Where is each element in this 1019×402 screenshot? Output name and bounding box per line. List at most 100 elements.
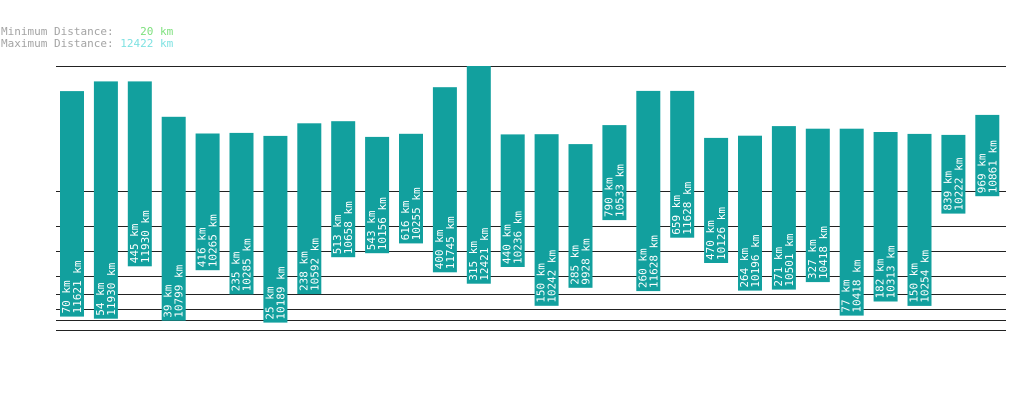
bar xyxy=(93,81,118,319)
bar-max-label: 10285 km xyxy=(241,238,254,291)
bar-min-label: 839 km xyxy=(941,170,954,210)
bar-min-label: 440 km xyxy=(501,224,514,264)
bar-min-label: 260 km xyxy=(636,248,649,288)
bar-min-label: 150 km xyxy=(908,263,921,303)
bar-max-label: 10501 km xyxy=(783,233,796,286)
bar-max-label: 10418 km xyxy=(851,259,864,312)
bar xyxy=(263,135,288,323)
bar xyxy=(670,90,695,238)
bar-min-label: 235 km xyxy=(230,251,243,291)
bar-max-label: 11621 km xyxy=(71,260,84,313)
bar xyxy=(636,90,661,292)
bar-min-label: 470 km xyxy=(704,220,717,260)
bar-max-label: 10242 km xyxy=(546,249,559,302)
bar xyxy=(195,133,220,271)
max-distance-label: Maximum Distance: xyxy=(1,37,114,50)
bar-min-label: 616 km xyxy=(399,200,412,240)
bar xyxy=(738,135,762,291)
bar xyxy=(331,121,356,258)
bar-max-label: 11930 km xyxy=(139,210,152,263)
bar xyxy=(432,87,457,273)
bar xyxy=(500,134,525,267)
distance-summary: Minimum Distance: 20 km Maximum Distance:… xyxy=(1,26,173,50)
bar-max-label: 10861 km xyxy=(986,140,999,193)
bar-min-label: 271 km xyxy=(772,246,785,286)
bar-min-label: 54 km xyxy=(94,282,107,315)
bar-max-label: 10236 km xyxy=(512,211,525,264)
bar-max-label: 11745 km xyxy=(444,216,457,269)
bar xyxy=(941,134,966,214)
bar-min-label: 182 km xyxy=(874,258,887,298)
bar xyxy=(161,116,186,321)
bar-max-label: 12421 km xyxy=(478,227,491,280)
bar-max-label: 10265 km xyxy=(207,214,220,267)
bar-max-label: 10254 km xyxy=(919,249,932,302)
bar-min-label: 285 km xyxy=(569,245,582,285)
min-distance-value: 20 km xyxy=(140,25,174,38)
bar-max-label: 11628 km xyxy=(647,235,660,288)
bar xyxy=(365,136,390,254)
bar-min-label: 543 km xyxy=(365,210,378,250)
bar xyxy=(839,128,864,316)
bar-max-label: 10156 km xyxy=(376,197,389,250)
bar-max-label: 10196 km xyxy=(749,234,762,287)
max-distance-row: Maximum Distance: 12422 km xyxy=(1,38,173,50)
min-distance-row: Minimum Distance: 20 km xyxy=(1,26,173,38)
bar xyxy=(907,133,932,306)
bar xyxy=(534,134,559,306)
bar-min-label: 238 km xyxy=(297,251,310,291)
max-distance-value: 12422 km xyxy=(120,37,174,50)
bar-min-label: 659 km xyxy=(670,195,683,235)
bar xyxy=(229,132,254,295)
bar-max-label: 9928 km xyxy=(580,238,593,285)
bar-min-label: 969 km xyxy=(975,153,988,193)
bar-max-label: 10592 km xyxy=(308,238,321,291)
bar xyxy=(704,137,729,263)
bar xyxy=(805,128,830,283)
bar xyxy=(297,123,322,295)
bar-max-label: 10799 km xyxy=(173,264,186,317)
bar-min-label: 513 km xyxy=(331,214,344,254)
bar-min-label: 70 km xyxy=(60,280,73,313)
bar xyxy=(399,133,423,244)
bar xyxy=(771,126,796,290)
bar-max-label: 10222 km xyxy=(952,157,965,210)
bar-max-label: 10418 km xyxy=(817,226,830,279)
bar-min-label: 790 km xyxy=(602,177,615,217)
bar xyxy=(568,144,593,288)
bar-max-label: 10126 km xyxy=(715,207,728,260)
bar-max-label: 10313 km xyxy=(885,245,898,298)
bar-min-label: 315 km xyxy=(467,241,480,281)
bar xyxy=(60,91,84,317)
bar-max-label: 11930 km xyxy=(105,262,118,315)
bar-min-label: 327 km xyxy=(806,239,819,279)
bar-min-label: 25 km xyxy=(263,286,276,319)
bar-max-label: 10189 km xyxy=(274,266,287,319)
bar-min-label: 416 km xyxy=(196,227,209,267)
bar-min-label: 400 km xyxy=(433,229,446,269)
bar xyxy=(127,81,152,267)
